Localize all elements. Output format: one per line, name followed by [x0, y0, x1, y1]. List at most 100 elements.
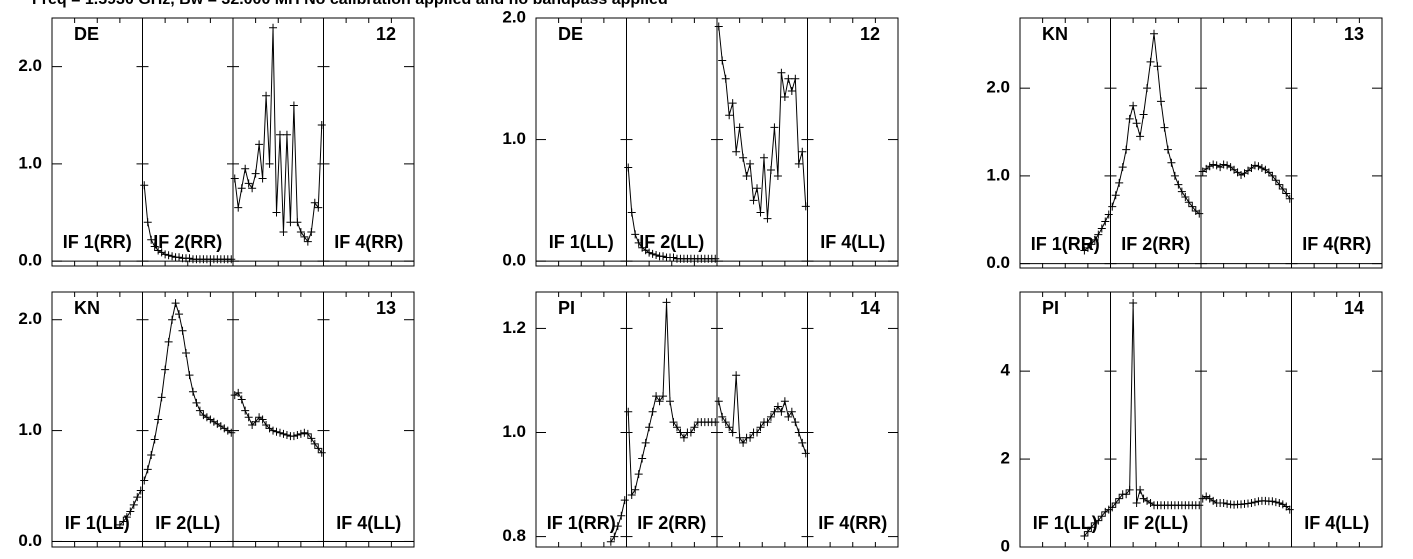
data-point	[1264, 168, 1273, 177]
antenna-label: DE	[74, 24, 99, 44]
data-point	[209, 417, 218, 426]
data-point	[634, 238, 643, 247]
data-point	[648, 407, 657, 416]
if-label: IF 2(LL)	[1123, 513, 1188, 533]
data-point	[279, 429, 288, 438]
data-point	[1247, 499, 1256, 508]
y-tick-label: 1.0	[18, 153, 42, 172]
data-point	[1115, 494, 1124, 503]
y-tick-label: 0	[1001, 536, 1010, 555]
y-tick-label: 1.0	[502, 422, 526, 441]
data-point	[711, 418, 720, 427]
data-point	[1223, 161, 1232, 170]
y-tick-label: 2.0	[18, 56, 42, 75]
data-point	[753, 428, 762, 437]
data-point	[1285, 505, 1294, 514]
if-label: IF 2(RR)	[153, 232, 222, 252]
series-line	[1111, 302, 1200, 508]
data-point	[303, 237, 312, 246]
data-point	[627, 490, 636, 499]
data-point	[161, 250, 170, 259]
data-point	[244, 413, 253, 422]
if-label: IF 2(LL)	[155, 513, 220, 533]
data-point	[1282, 189, 1291, 198]
data-point	[262, 421, 271, 430]
data-point	[126, 507, 135, 516]
data-point	[1153, 62, 1162, 71]
data-point	[185, 371, 194, 380]
data-point	[272, 208, 281, 217]
data-point	[721, 74, 730, 83]
data-point	[1108, 202, 1117, 211]
data-point	[686, 428, 695, 437]
antenna-label: KN	[1042, 24, 1068, 44]
data-point	[150, 242, 159, 251]
baseline-label: 14	[1344, 298, 1364, 318]
series-line	[1084, 509, 1110, 537]
data-point	[1278, 500, 1287, 509]
data-point	[732, 371, 741, 380]
data-point	[293, 431, 302, 440]
data-point	[1125, 114, 1134, 123]
data-point	[773, 172, 782, 181]
if-label: IF 4(RR)	[818, 513, 887, 533]
series-line	[718, 26, 807, 219]
y-tick-label: 0.0	[18, 531, 42, 550]
antenna-label: PI	[558, 298, 575, 318]
data-point	[1156, 97, 1165, 106]
data-point	[784, 412, 793, 421]
data-point	[1268, 171, 1277, 180]
data-point	[279, 227, 288, 236]
data-point	[192, 398, 201, 407]
data-point	[296, 227, 305, 236]
data-point	[1094, 516, 1103, 525]
data-point	[234, 203, 243, 212]
data-point	[1174, 180, 1183, 189]
data-point	[1083, 527, 1092, 536]
data-point	[216, 422, 225, 431]
data-point	[1285, 194, 1294, 203]
data-point	[300, 232, 309, 241]
if-label: IF 1(RR)	[547, 513, 616, 533]
data-point	[1167, 158, 1176, 167]
y-tick-label: 0.0	[18, 251, 42, 270]
data-point	[1219, 160, 1228, 169]
data-point	[756, 208, 765, 217]
data-point	[1150, 29, 1159, 38]
data-point	[1177, 187, 1186, 196]
data-point	[157, 248, 166, 257]
antenna-label: KN	[74, 298, 100, 318]
data-point	[746, 159, 755, 168]
data-point	[251, 417, 260, 426]
baseline-label: 14	[860, 298, 880, 318]
data-point	[1129, 298, 1138, 307]
data-point	[624, 163, 633, 172]
if-label: IF 4(LL)	[336, 513, 401, 533]
data-point	[143, 465, 152, 474]
data-point	[1125, 485, 1134, 494]
y-tick-label: 1.0	[986, 165, 1010, 184]
data-point	[164, 337, 173, 346]
data-point	[1118, 163, 1127, 172]
data-point	[794, 159, 803, 168]
series-line	[627, 302, 716, 497]
if-label: IF 4(LL)	[820, 232, 885, 252]
data-point	[314, 444, 323, 453]
data-point	[1268, 497, 1277, 506]
data-point	[307, 434, 316, 443]
data-point	[188, 387, 197, 396]
data-point	[676, 428, 685, 437]
data-point	[1146, 57, 1155, 66]
data-point	[289, 432, 298, 441]
data-point	[154, 246, 163, 255]
data-point	[317, 448, 326, 457]
data-point	[766, 412, 775, 421]
data-point	[202, 413, 211, 422]
data-point	[801, 202, 810, 211]
data-point	[1170, 171, 1179, 180]
data-point	[227, 255, 236, 264]
if-label: IF 4(LL)	[1304, 513, 1369, 533]
data-point	[1163, 145, 1172, 154]
data-point	[1097, 224, 1106, 233]
data-point	[147, 235, 156, 244]
